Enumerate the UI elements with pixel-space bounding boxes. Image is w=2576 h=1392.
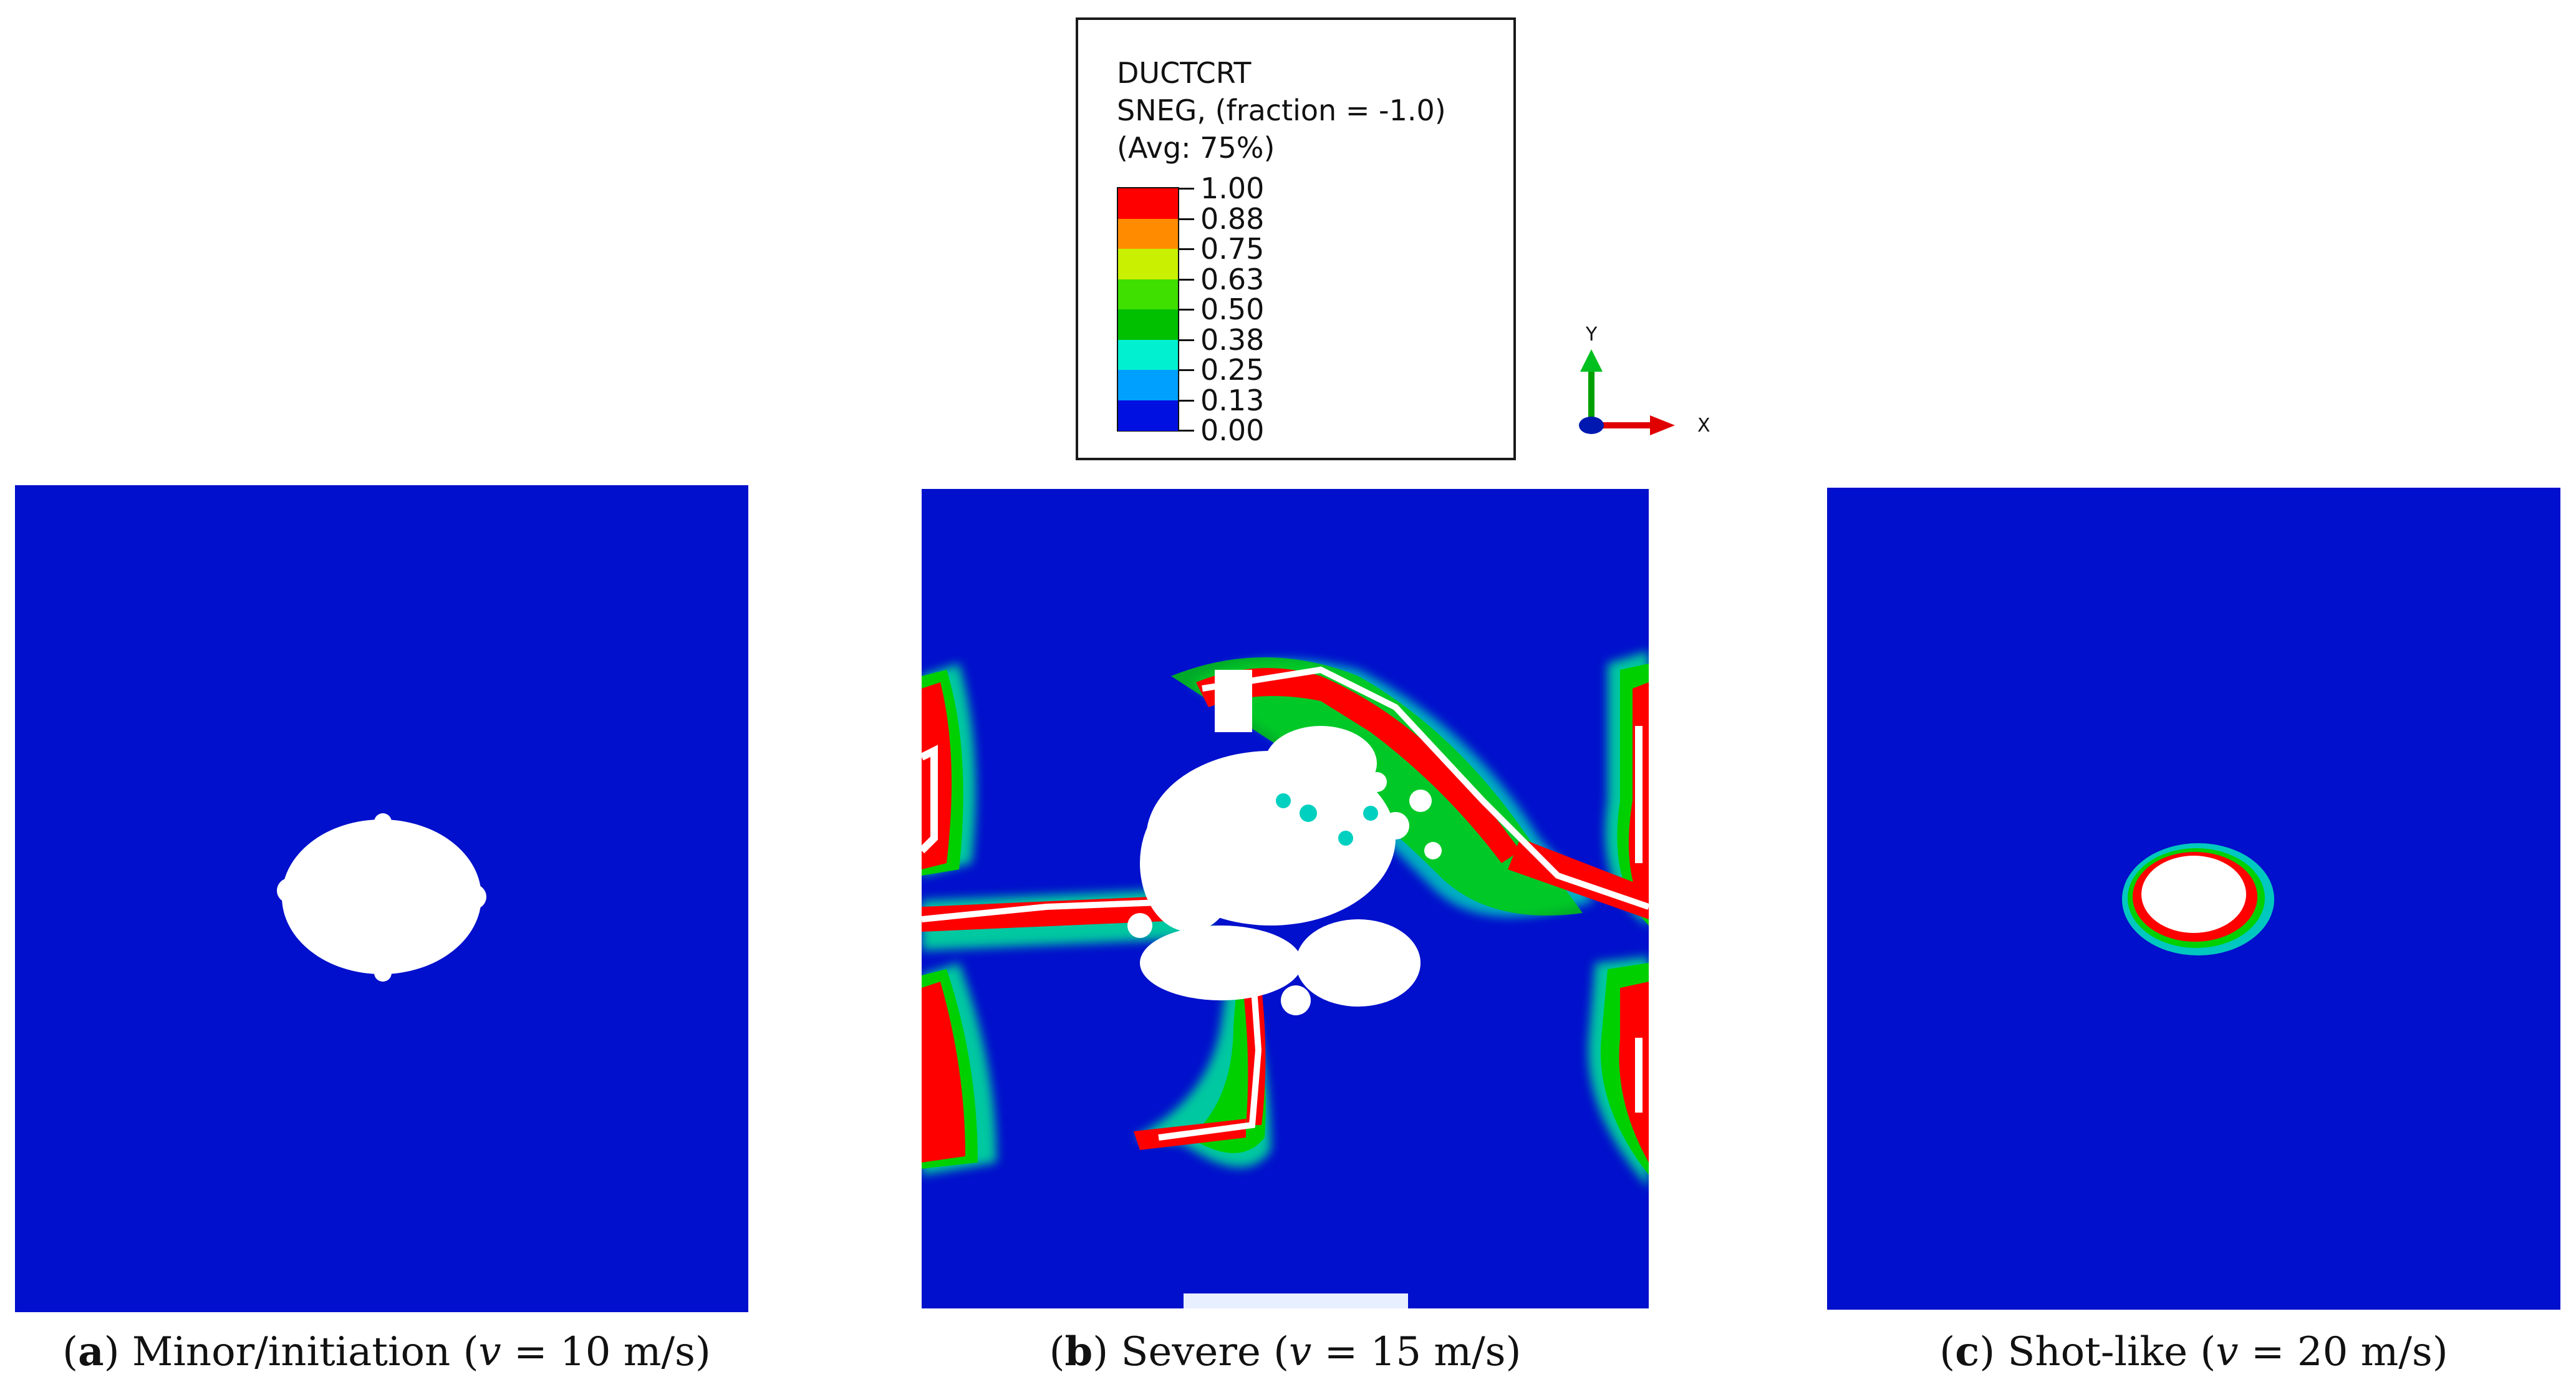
contour-legend: DUCTCRT SNEG, (fraction = -1.0) (Avg: 75… — [1076, 17, 1516, 460]
legend-tick-label: 0.38 — [1200, 322, 1265, 357]
axis-x-label: X — [1697, 415, 1710, 437]
legend-section-point: SNEG, (fraction = -1.0) — [1117, 94, 1446, 127]
panel-a-crater — [282, 819, 481, 974]
legend-color-band — [1118, 279, 1178, 310]
axis-y-label: Y — [1585, 324, 1598, 346]
legend-tick-label: 0.63 — [1200, 262, 1265, 296]
legend-tick-mark — [1179, 399, 1194, 402]
caption-b: (b) Severe (v = 15 m/s) — [1049, 1328, 1522, 1375]
legend-color-band — [1118, 370, 1178, 400]
legend-tick-label: 0.75 — [1200, 232, 1265, 266]
legend-tick-mark — [1179, 339, 1194, 341]
legend-tick-label: 0.00 — [1200, 413, 1265, 447]
legend-tick-label: 0.50 — [1200, 292, 1265, 326]
legend-color-band — [1118, 339, 1178, 370]
legend-color-band — [1118, 249, 1178, 279]
legend-variable-name: DUCTCRT — [1117, 56, 1252, 90]
legend-tick-label: 0.88 — [1200, 201, 1265, 236]
panel-b-contour-plot — [922, 489, 1649, 1308]
legend-tick-mark — [1179, 369, 1194, 371]
legend-averaging: (Avg: 75%) — [1117, 131, 1275, 165]
legend-color-band — [1118, 309, 1178, 340]
panel-c-crater — [2141, 856, 2246, 933]
legend-tick-mark — [1179, 218, 1194, 220]
legend-tick-mark — [1179, 430, 1194, 432]
legend-colorbar — [1117, 187, 1179, 432]
legend-tick-mark — [1179, 248, 1194, 250]
legend-color-band — [1118, 400, 1178, 431]
panel-a-contour-plot — [15, 485, 748, 1312]
axis-triad-icon: Y X — [1579, 324, 1710, 437]
caption-a: (a) Minor/initiation (v = 10 m/s) — [62, 1328, 711, 1375]
legend-tick-mark — [1179, 309, 1194, 311]
caption-c: (c) Shot-like (v = 20 m/s) — [1939, 1328, 2448, 1375]
legend-tick-label: 0.25 — [1200, 353, 1265, 387]
legend-color-band — [1118, 188, 1178, 219]
panel-c-contour-plot — [1827, 488, 2560, 1310]
legend-color-band — [1118, 218, 1178, 249]
legend-tick-label: 1.00 — [1200, 172, 1265, 205]
legend-tick-mark — [1179, 188, 1194, 190]
legend-tick-label: 0.13 — [1200, 383, 1265, 417]
legend-tick-mark — [1179, 278, 1194, 281]
